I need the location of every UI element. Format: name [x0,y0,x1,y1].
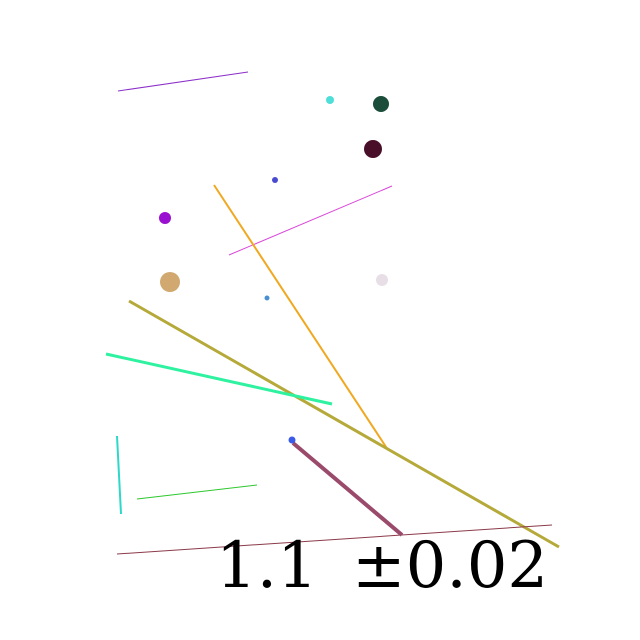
purple-line [117,71,249,92]
dark-green-dot [373,96,389,112]
tan-dot [160,272,180,292]
blue-dot [272,177,278,183]
maroon-line [116,524,553,555]
uncertainty-label: ±0.02 [352,529,549,603]
turquoise-line [116,435,122,515]
spring-green-line [105,352,333,406]
olive-line [128,299,560,549]
pale-dot [376,274,388,286]
value-label: 1.1 [216,529,318,603]
cyan-dot [326,96,334,104]
orange-line [213,184,389,451]
magenta-line [228,185,393,256]
green-line [136,484,258,500]
violet-dot [159,212,171,224]
dark-maroon-dot [364,140,382,158]
rose-line [291,441,404,537]
steel-blue-dot [264,295,270,301]
royal-blue-dot [288,436,296,444]
